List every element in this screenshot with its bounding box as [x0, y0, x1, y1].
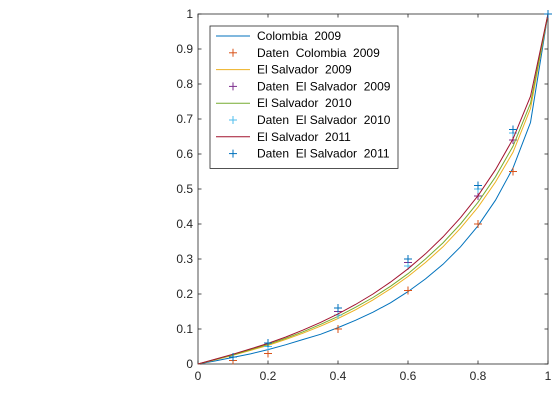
series-line-2 — [197, 13, 549, 365]
y-tick-label: 0.8 — [176, 77, 193, 91]
data-point — [334, 325, 342, 333]
data-point — [474, 181, 482, 190]
data-point — [544, 10, 552, 18]
legend-entry: Daten Colombia 2009 — [229, 46, 380, 60]
data-point — [474, 220, 482, 228]
data-point — [404, 255, 412, 263]
data-point — [509, 167, 517, 176]
data-point — [264, 339, 272, 347]
x-tick-label: 0.4 — [330, 369, 347, 383]
y-tick-label: 1 — [186, 7, 193, 21]
legend-box — [209, 25, 399, 169]
legend-swatch-marker — [229, 116, 237, 124]
data-point — [334, 304, 342, 312]
legend-entry: El Salvador 2009 — [216, 63, 352, 77]
legend-label: El Salvador 2009 — [257, 63, 352, 77]
x-tick-label: 1 — [545, 369, 552, 383]
y-tick-label: 0.6 — [176, 147, 193, 161]
legend-entry: Daten El Salvador 2011 — [229, 147, 390, 161]
y-tick-label: 0.2 — [176, 287, 193, 301]
plot-series — [197, 10, 552, 365]
legend-label: Daten El Salvador 2011 — [257, 147, 390, 161]
legend-entry: Daten El Salvador 2010 — [229, 113, 391, 127]
y-tick-label: 0.7 — [176, 112, 193, 126]
y-tick-label: 0.9 — [176, 42, 193, 56]
x-tick-label: 0.2 — [260, 369, 277, 383]
y-tick-label: 0.1 — [176, 322, 193, 336]
legend-label: El Salvador 2011 — [257, 130, 351, 144]
x-tick-label: 0.6 — [400, 369, 417, 383]
series-line-6 — [197, 13, 549, 365]
legend-label: Daten Colombia 2009 — [257, 46, 380, 60]
legend-label: Daten El Salvador 2009 — [257, 79, 391, 93]
legend-label: El Salvador 2010 — [257, 96, 352, 110]
series-line-0 — [197, 13, 549, 365]
y-tick-label: 0 — [186, 357, 193, 371]
y-tick-label: 0.3 — [176, 252, 193, 266]
data-point — [509, 125, 517, 134]
series-markers-7 — [229, 10, 552, 361]
data-point — [229, 353, 237, 361]
x-tick-label: 0.8 — [470, 369, 487, 383]
legend-entry: El Salvador 2010 — [216, 96, 352, 110]
y-tick-label: 0.5 — [176, 182, 193, 196]
data-point — [264, 349, 272, 358]
legend-swatch-marker — [229, 82, 237, 91]
legend-label: Colombia 2009 — [257, 29, 341, 43]
legend: Colombia 2009 Daten Colombia 2009 El Salva… — [209, 25, 399, 169]
series-line-4 — [197, 13, 549, 365]
legend-entry: Colombia 2009 — [216, 29, 341, 43]
legend-label: Daten El Salvador 2010 — [257, 113, 391, 127]
x-tick-label: 0 — [195, 369, 202, 383]
y-tick-label: 0.4 — [176, 217, 193, 231]
legend-swatch-marker — [229, 48, 237, 57]
legend-swatch-marker — [229, 149, 237, 158]
series-markers-1 — [229, 167, 517, 365]
legend-entry: El Salvador 2011 — [216, 130, 351, 144]
data-point — [404, 286, 412, 295]
legend-entry: Daten El Salvador 2009 — [229, 79, 391, 93]
